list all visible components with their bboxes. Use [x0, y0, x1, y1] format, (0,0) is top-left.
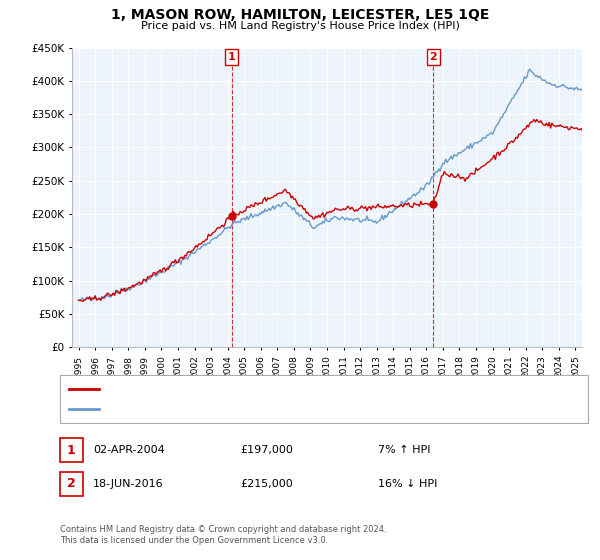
- Text: 02-APR-2004: 02-APR-2004: [93, 445, 165, 455]
- Text: 2: 2: [67, 477, 76, 491]
- Text: £197,000: £197,000: [240, 445, 293, 455]
- Text: 1, MASON ROW, HAMILTON, LEICESTER, LE5 1QE (detached house): 1, MASON ROW, HAMILTON, LEICESTER, LE5 1…: [105, 384, 453, 394]
- Text: 18-JUN-2016: 18-JUN-2016: [93, 479, 164, 489]
- Text: 2: 2: [430, 52, 437, 62]
- Text: 1, MASON ROW, HAMILTON, LEICESTER, LE5 1QE: 1, MASON ROW, HAMILTON, LEICESTER, LE5 1…: [111, 8, 489, 22]
- Text: 16% ↓ HPI: 16% ↓ HPI: [378, 479, 437, 489]
- Text: 7% ↑ HPI: 7% ↑ HPI: [378, 445, 431, 455]
- Text: Contains HM Land Registry data © Crown copyright and database right 2024.
This d: Contains HM Land Registry data © Crown c…: [60, 525, 386, 545]
- Text: 1: 1: [67, 444, 76, 457]
- Text: HPI: Average price, detached house, Leicester: HPI: Average price, detached house, Leic…: [105, 404, 346, 414]
- Text: 1: 1: [228, 52, 236, 62]
- Text: £215,000: £215,000: [240, 479, 293, 489]
- Text: Price paid vs. HM Land Registry's House Price Index (HPI): Price paid vs. HM Land Registry's House …: [140, 21, 460, 31]
